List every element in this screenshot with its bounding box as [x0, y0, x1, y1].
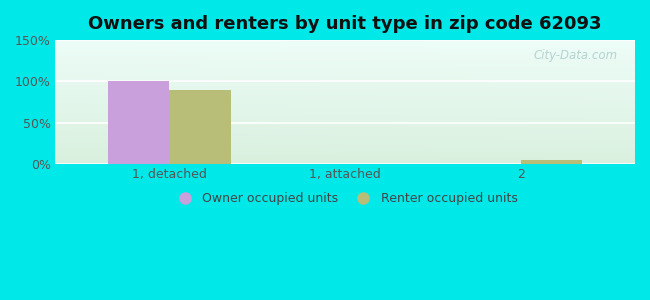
Bar: [108, 82, 169, 164]
Text: City-Data.com: City-Data.com: [534, 49, 618, 62]
Bar: [169, 90, 231, 164]
Legend: Owner occupied units, Renter occupied units: Owner occupied units, Renter occupied un…: [167, 187, 523, 210]
Title: Owners and renters by unit type in zip code 62093: Owners and renters by unit type in zip c…: [88, 15, 602, 33]
Bar: [521, 160, 582, 164]
